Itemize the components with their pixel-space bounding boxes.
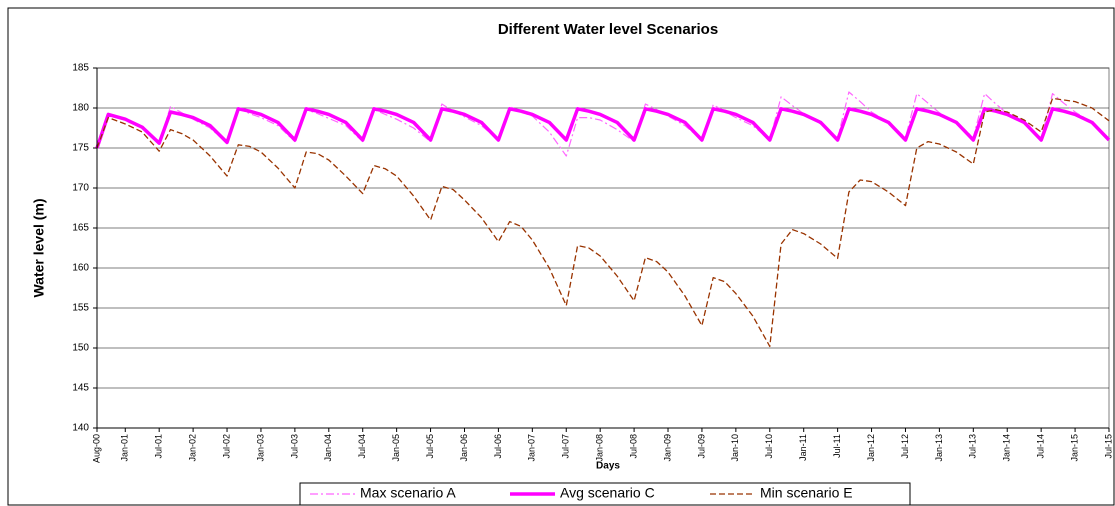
y-tick-label: 150 <box>72 343 89 354</box>
x-tick-label: Jul-01 <box>154 434 164 459</box>
x-tick-label: Jul-11 <box>832 434 842 458</box>
y-tick-label: 170 <box>72 183 89 194</box>
legend-label: Min scenario E <box>760 485 853 501</box>
x-tick-label: Jul-15 <box>1103 434 1113 459</box>
series-line <box>96 97 1110 348</box>
x-tick-label: Jan-10 <box>730 434 740 462</box>
x-tick-label: Jan-04 <box>323 434 333 462</box>
y-tick-label: 185 <box>72 63 89 74</box>
x-tick-label: Jan-06 <box>459 434 469 462</box>
x-tick-label: Jan-08 <box>595 434 605 462</box>
plot-area <box>96 67 1110 429</box>
legend: Max scenario A Avg scenario C Min scenario… <box>299 482 911 506</box>
x-tick-label: Jul-04 <box>357 434 367 459</box>
x-tick-label: Jan-09 <box>662 434 672 462</box>
x-tick-label: Jul-07 <box>561 434 571 459</box>
legend-label: Avg scenario C <box>560 485 655 501</box>
x-tick-label: Jul-14 <box>1036 434 1046 459</box>
x-tick-label: Jan-15 <box>1069 434 1079 462</box>
y-tick-label: 140 <box>72 423 89 434</box>
x-tick-label: Jul-09 <box>696 434 706 459</box>
legend-box <box>299 482 911 506</box>
x-tick-label: Jul-02 <box>221 434 231 459</box>
y-tick-label: 160 <box>72 263 89 274</box>
x-tick-label: Jan-01 <box>120 434 130 462</box>
x-tick-label: Jan-11 <box>798 434 808 461</box>
series-line <box>96 91 1110 157</box>
chart-title: Different Water level Scenarios <box>498 21 718 38</box>
x-tick-label: Aug-00 <box>91 434 101 463</box>
x-tick-label: Jan-07 <box>527 434 537 462</box>
y-tick-label: 180 <box>72 103 89 114</box>
x-tick-label: Jul-13 <box>968 434 978 459</box>
x-axis-label: Days <box>596 461 620 472</box>
x-tick-label: Jul-05 <box>425 434 435 459</box>
x-tick-label: Jan-02 <box>187 434 197 462</box>
x-tick-label: Jan-12 <box>866 434 876 462</box>
x-tick-label: Jan-05 <box>391 434 401 462</box>
x-tick-label: Jul-12 <box>900 434 910 459</box>
x-tick-label: Jan-13 <box>934 434 944 462</box>
y-tick-label: 165 <box>72 223 89 234</box>
y-axis-label: Water level (m) <box>31 198 47 297</box>
x-tick-label: Jul-03 <box>289 434 299 459</box>
x-tick-label: Jul-10 <box>764 434 774 459</box>
x-tick-label: Jul-08 <box>628 434 638 459</box>
legend-label: Max scenario A <box>360 485 456 501</box>
x-tick-label: Jul-06 <box>493 434 503 459</box>
y-tick-label: 155 <box>72 303 89 314</box>
x-tick-label: Jan-14 <box>1002 434 1012 462</box>
y-tick-label: 145 <box>72 383 89 394</box>
x-tick-label: Jan-03 <box>255 434 265 462</box>
series-line <box>95 107 1111 149</box>
y-tick-label: 175 <box>72 143 89 154</box>
